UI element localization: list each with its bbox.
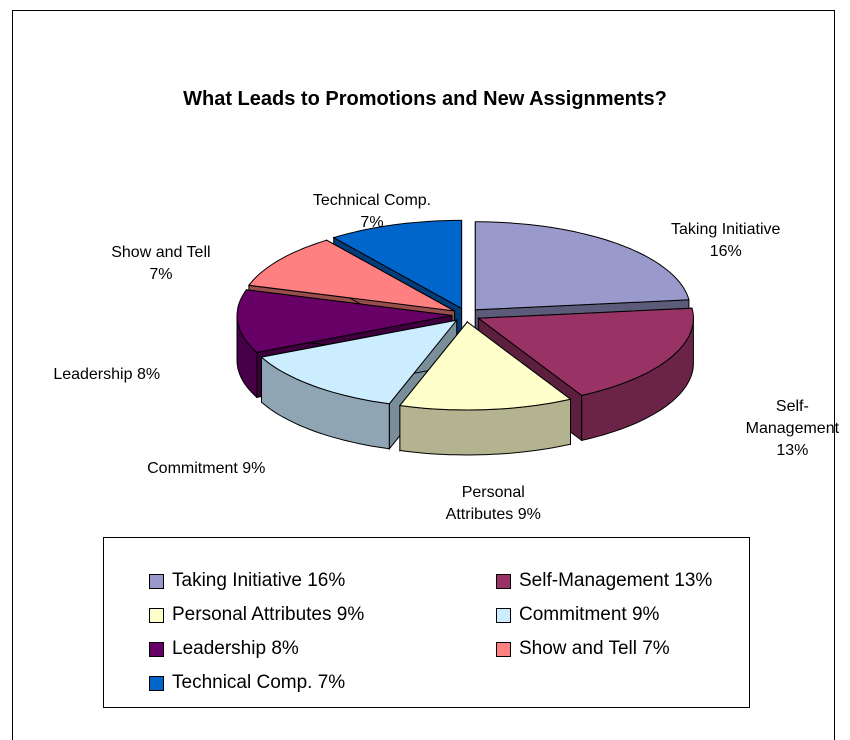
legend-category: Self-Management xyxy=(519,570,669,591)
pie-slice-top xyxy=(236,289,453,353)
data-label-category: Technical Comp. xyxy=(312,192,432,210)
data-label-category: Show and Tell xyxy=(111,244,211,262)
legend-text: Self-Management 13% xyxy=(519,570,712,592)
data-label-value: 7% xyxy=(149,266,173,284)
legend-item: Show and Tell 7% xyxy=(496,638,746,660)
data-label-value: 16% xyxy=(709,242,742,260)
legend: Taking Initiative 16% Self-Management 13%… xyxy=(103,537,750,708)
data-label-value: 13% xyxy=(776,442,809,460)
data-label: Technical Comp. 7% xyxy=(312,190,432,234)
data-label-category: Leadership xyxy=(53,365,133,383)
data-label-value: 8% xyxy=(136,365,161,383)
chart-frame xyxy=(12,10,835,740)
legend-swatch xyxy=(496,573,511,589)
legend-swatch xyxy=(149,675,164,691)
pie-slice-top xyxy=(474,221,690,311)
legend-value: 8% xyxy=(271,638,299,659)
pie-slice-top xyxy=(260,319,458,405)
legend-text: Commitment 9% xyxy=(519,604,659,626)
data-label-category: Personal Attributes xyxy=(445,484,525,524)
data-label-value: 9% xyxy=(517,506,541,524)
legend-category: Commitment xyxy=(519,604,627,625)
data-label-value: 7% xyxy=(360,214,384,232)
legend-item: Taking Initiative 16% xyxy=(149,570,496,592)
legend-value: 16% xyxy=(307,570,346,591)
data-label: Leadership 8% xyxy=(47,364,167,386)
legend-category: Personal Attributes xyxy=(172,604,332,625)
pie-slice-top xyxy=(247,239,455,312)
legend-text: Leadership 8% xyxy=(172,638,299,660)
legend-value: 9% xyxy=(631,604,660,625)
legend-item: Technical Comp. 7% xyxy=(149,672,496,694)
legend-swatch xyxy=(496,641,511,657)
legend-item: Leadership 8% xyxy=(149,638,496,660)
legend-item: Self-Management 13% xyxy=(496,570,746,592)
data-label-category: Self-Management xyxy=(745,398,840,438)
pie-slice-top xyxy=(332,219,463,310)
legend-item: Personal Attributes 9% xyxy=(149,604,496,626)
legend-swatch xyxy=(496,607,511,623)
legend-item: Commitment 9% xyxy=(496,604,746,626)
legend-value: 9% xyxy=(336,604,365,625)
chart-title: What Leads to Promotions and New Assignm… xyxy=(183,88,667,110)
pie-chart xyxy=(236,219,694,456)
legend-text: Show and Tell 7% xyxy=(519,638,670,660)
data-label: Personal Attributes 9% xyxy=(433,482,553,526)
legend-swatch xyxy=(149,607,164,623)
data-label: Taking Initiative 16% xyxy=(666,219,786,263)
data-label: Show and Tell 7% xyxy=(101,242,221,286)
legend-text: Technical Comp. 7% xyxy=(172,672,345,694)
legend-category: Technical Comp. xyxy=(172,672,313,693)
pie-slice xyxy=(398,320,572,456)
legend-text: Personal Attributes 9% xyxy=(172,604,364,626)
legend-value: 7% xyxy=(317,672,346,693)
legend-swatch xyxy=(149,573,164,589)
pie-slice-top xyxy=(398,321,572,411)
pie-slice-top xyxy=(476,307,694,396)
legend-category: Taking Initiative xyxy=(172,570,302,591)
data-label: Commitment 9% xyxy=(146,458,266,480)
legend-value: 13% xyxy=(674,570,713,591)
data-label-category: Commitment xyxy=(147,460,238,478)
legend-category: Show and Tell xyxy=(519,638,637,659)
data-label-category: Taking Initiative xyxy=(671,220,781,238)
legend-swatch xyxy=(149,641,164,657)
legend-text: Taking Initiative 16% xyxy=(172,570,345,592)
legend-value: 7% xyxy=(642,638,670,659)
data-label: Self-Management 13% xyxy=(732,396,850,462)
legend-category: Leadership xyxy=(172,638,267,659)
data-label-value: 9% xyxy=(242,460,266,478)
